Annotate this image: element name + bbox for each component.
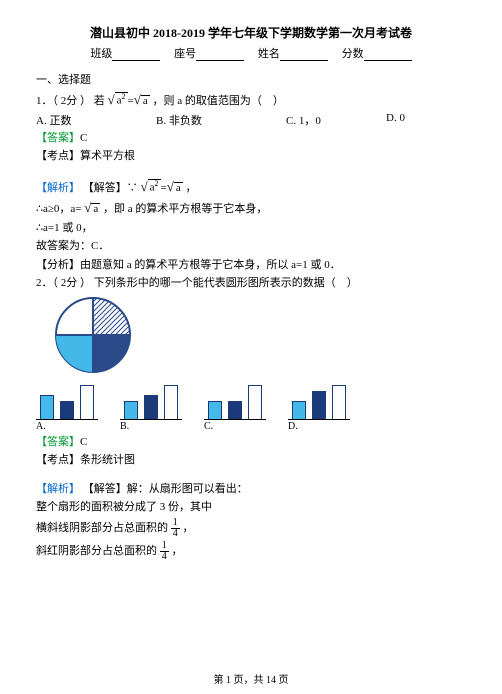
fraction: 14 [171,518,180,539]
score-blank [364,49,412,61]
expl-formula: √a2 = √a [141,177,183,197]
answer-label: 【答案】 [36,436,80,448]
bars-C [204,385,266,420]
section-heading: 一、选择题 [36,71,466,87]
explain-label: 【解析】 [36,483,80,495]
q1-stem: 1．（ 2分 ） 若 √a2 = √a ，则 a 的取值范围为（ ） [36,90,466,110]
q1-optD: D. 0 [386,112,446,128]
page-title: 潜山县初中 2018-2019 学年七年级下学期数学第一次月考试卷 [36,24,466,41]
q1-expl-4: 故答案为：C． [36,238,466,255]
q1-formula: √a2 = √a [108,90,150,110]
bar-options-row: A. B. C. D. [36,385,466,432]
expl-text: ， [186,182,197,194]
pie-svg [54,296,132,374]
opt-letter-B: B. [120,421,129,432]
q1-after: ，则 a 的取值范围为（ ） [153,95,284,107]
expl-text: ，即 a 的算术平方根等于它本身， [103,203,267,215]
point-val: 条形统计图 [80,454,135,466]
answer-val: C [80,132,87,144]
opt-letter-C: C. [204,421,213,432]
q1-optA: A. 正数 [36,112,156,128]
q1-num: 1．（ 2分 ） 若 [36,95,108,107]
expl-text: ， [172,545,183,557]
point-label: 【考点】 [36,150,80,162]
class-label: 班级 [90,48,112,60]
bars-A [36,385,98,420]
answer-label: 【答案】 [36,132,80,144]
header-line: 班级 座号 姓名 分数 [36,45,466,61]
answer-val: C [80,436,87,448]
q1-optC: C. 1，0 [286,112,386,128]
q1-answer: 【答案】C [36,130,466,147]
bar-group-B: B. [120,385,182,432]
q2-expl-3: 横斜线阴影部分占总面积的 14 ， [36,518,466,539]
point-val: 算术平方根 [80,150,135,162]
point-label: 【考点】 [36,454,80,466]
q1-expl-3: ∴a=1 或 0， [36,220,466,237]
expl-text: 【解答】解：从扇形图可以看出： [83,483,248,495]
name-blank [280,49,328,61]
q2-expl-4: 斜红阴影部分占总面积的 14 ， [36,541,466,562]
seat-label: 座号 [174,48,196,60]
q2-expl-1: 【解析】 【解答】解：从扇形图可以看出： [36,481,466,498]
seat-blank [196,49,244,61]
class-blank [112,49,160,61]
page-footer: 第 1 页，共 14 页 [0,671,502,686]
bar-group-D: D. [288,385,350,432]
bar-group-A: A. [36,385,98,432]
q1-point: 【考点】算术平方根 [36,148,466,165]
bars-D [288,385,350,420]
pie-chart [54,296,466,377]
expl-formula2: √a [84,198,100,218]
bars-B [120,385,182,420]
q2-answer: 【答案】C [36,434,466,451]
q2-point: 【考点】条形统计图 [36,452,466,469]
bar-group-C: C. [204,385,266,432]
name-label: 姓名 [258,48,280,60]
score-label: 分数 [342,48,364,60]
q1-expl-1: 【解析】 【解答】∵ √a2 = √a ， [36,177,466,197]
opt-letter-A: A. [36,421,46,432]
q1-expl-2: ∴a≥0，a= √a ，即 a 的算术平方根等于它本身， [36,198,466,218]
expl-text: ， [183,522,194,534]
explain-label: 【解析】 [36,182,80,194]
q2-expl-2: 整个扇形的面积被分成了 3 份，其中 [36,499,466,516]
opt-letter-D: D. [288,421,298,432]
fraction: 14 [160,541,169,562]
expl-text: 【解答】∵ [83,182,141,194]
expl-text: 横斜线阴影部分占总面积的 [36,522,171,534]
q1-options: A. 正数 B. 非负数 C. 1，0 D. 0 [36,112,466,128]
expl-text: 斜红阴影部分占总面积的 [36,545,160,557]
q2-stem: 2．（ 2分 ） 下列条形中的哪一个能代表圆形图所表示的数据（ ） [36,275,466,292]
q1-expl-5: 【分析】由题意知 a 的算术平方根等于它本身，所以 a=1 或 0． [36,257,466,274]
q1-optB: B. 非负数 [156,112,286,128]
expl-text: ∴a≥0，a= [36,203,84,215]
